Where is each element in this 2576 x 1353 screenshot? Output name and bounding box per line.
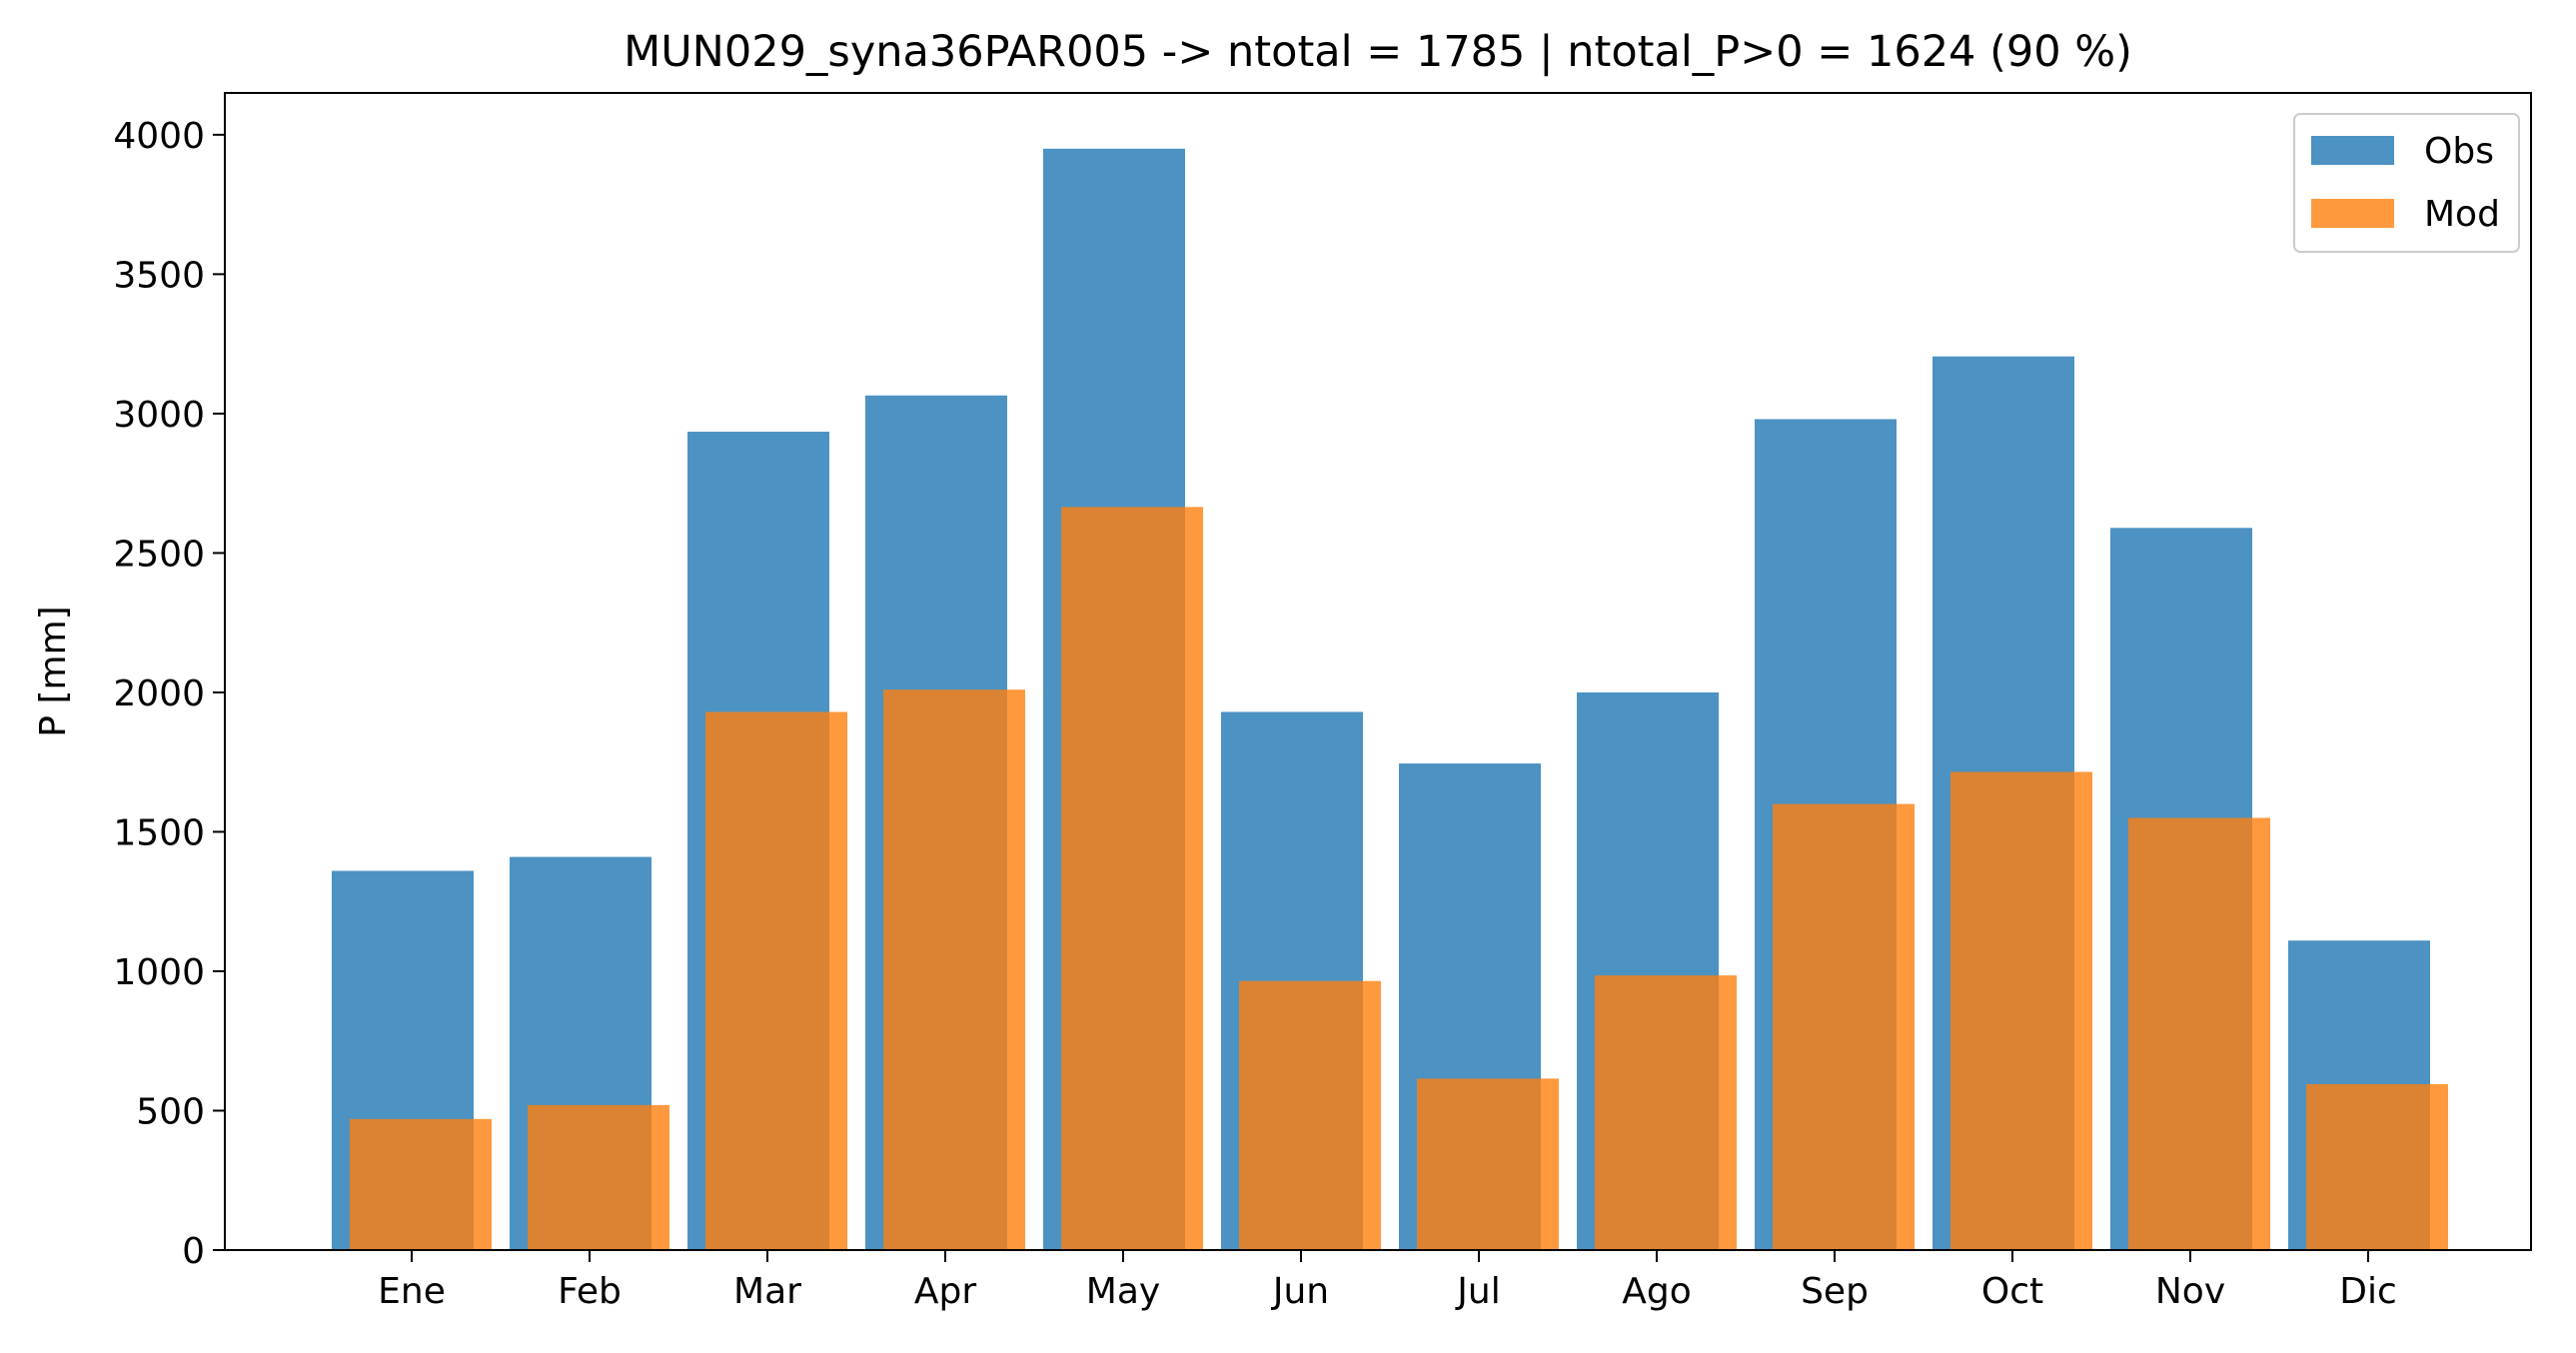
- legend: Obs Mod: [2293, 113, 2520, 253]
- y-tick-label: 2500: [113, 534, 205, 575]
- x-tick-label: Dic: [2339, 1271, 2397, 1312]
- y-tick-label: 3500: [113, 255, 205, 296]
- legend-swatch-mod: [2311, 199, 2394, 228]
- bar-mod-apr: [883, 689, 1025, 1250]
- bar-mod-may: [1061, 507, 1203, 1251]
- x-tick-label: Jul: [1455, 1271, 1500, 1312]
- y-tick-label: 2000: [113, 674, 205, 714]
- bar-mod-jun: [1239, 980, 1381, 1250]
- legend-label-mod: Mod: [2424, 194, 2500, 235]
- chart-title: MUN029_syna36PAR005 -> ntotal = 1785 | n…: [624, 27, 2132, 77]
- bar-mod-ago: [1595, 975, 1737, 1250]
- x-tick-label: Oct: [1981, 1271, 2043, 1312]
- y-axis: 0 500 1000 1500 2000 2500 3000 3500 4000: [113, 116, 225, 1272]
- x-tick-label: Feb: [558, 1271, 622, 1312]
- x-axis: Ene Feb Mar Apr May Jun Jul Ago Sep Oct Nov Dic: [378, 1250, 2397, 1312]
- y-tick-label: 1000: [113, 952, 205, 993]
- x-tick-label: Nov: [2155, 1271, 2225, 1312]
- y-tick-label: 0: [182, 1231, 205, 1272]
- bar-mod-oct: [1950, 771, 2092, 1250]
- bars-layer: [332, 148, 2448, 1251]
- x-tick-label: Sep: [1801, 1271, 1869, 1312]
- legend-label-obs: Obs: [2424, 131, 2494, 172]
- x-tick-label: Apr: [914, 1271, 976, 1312]
- bar-mod-mar: [705, 711, 847, 1250]
- bar-mod-feb: [528, 1104, 669, 1250]
- plot-frame: [224, 92, 2532, 1251]
- bar-mod-sep: [1773, 803, 1915, 1250]
- y-axis-title: P [mm]: [33, 606, 74, 736]
- x-tick-label: Ago: [1622, 1271, 1692, 1312]
- bar-mod-dic: [2306, 1083, 2448, 1250]
- x-tick-label: Mar: [733, 1271, 801, 1312]
- x-tick-label: May: [1086, 1271, 1160, 1312]
- y-tick-label: 1500: [113, 812, 205, 853]
- legend-swatch-obs: [2311, 136, 2394, 165]
- y-tick-label: 3000: [113, 395, 205, 436]
- bar-mod-ene: [350, 1118, 492, 1250]
- y-tick-label: 4000: [113, 116, 205, 157]
- x-tick-label: Jun: [1271, 1271, 1329, 1312]
- bar-mod-jul: [1417, 1078, 1559, 1250]
- bar-mod-nov: [2128, 817, 2270, 1250]
- series-mod: [350, 507, 2448, 1251]
- y-tick-label: 500: [136, 1091, 205, 1132]
- x-tick-label: Ene: [378, 1271, 446, 1312]
